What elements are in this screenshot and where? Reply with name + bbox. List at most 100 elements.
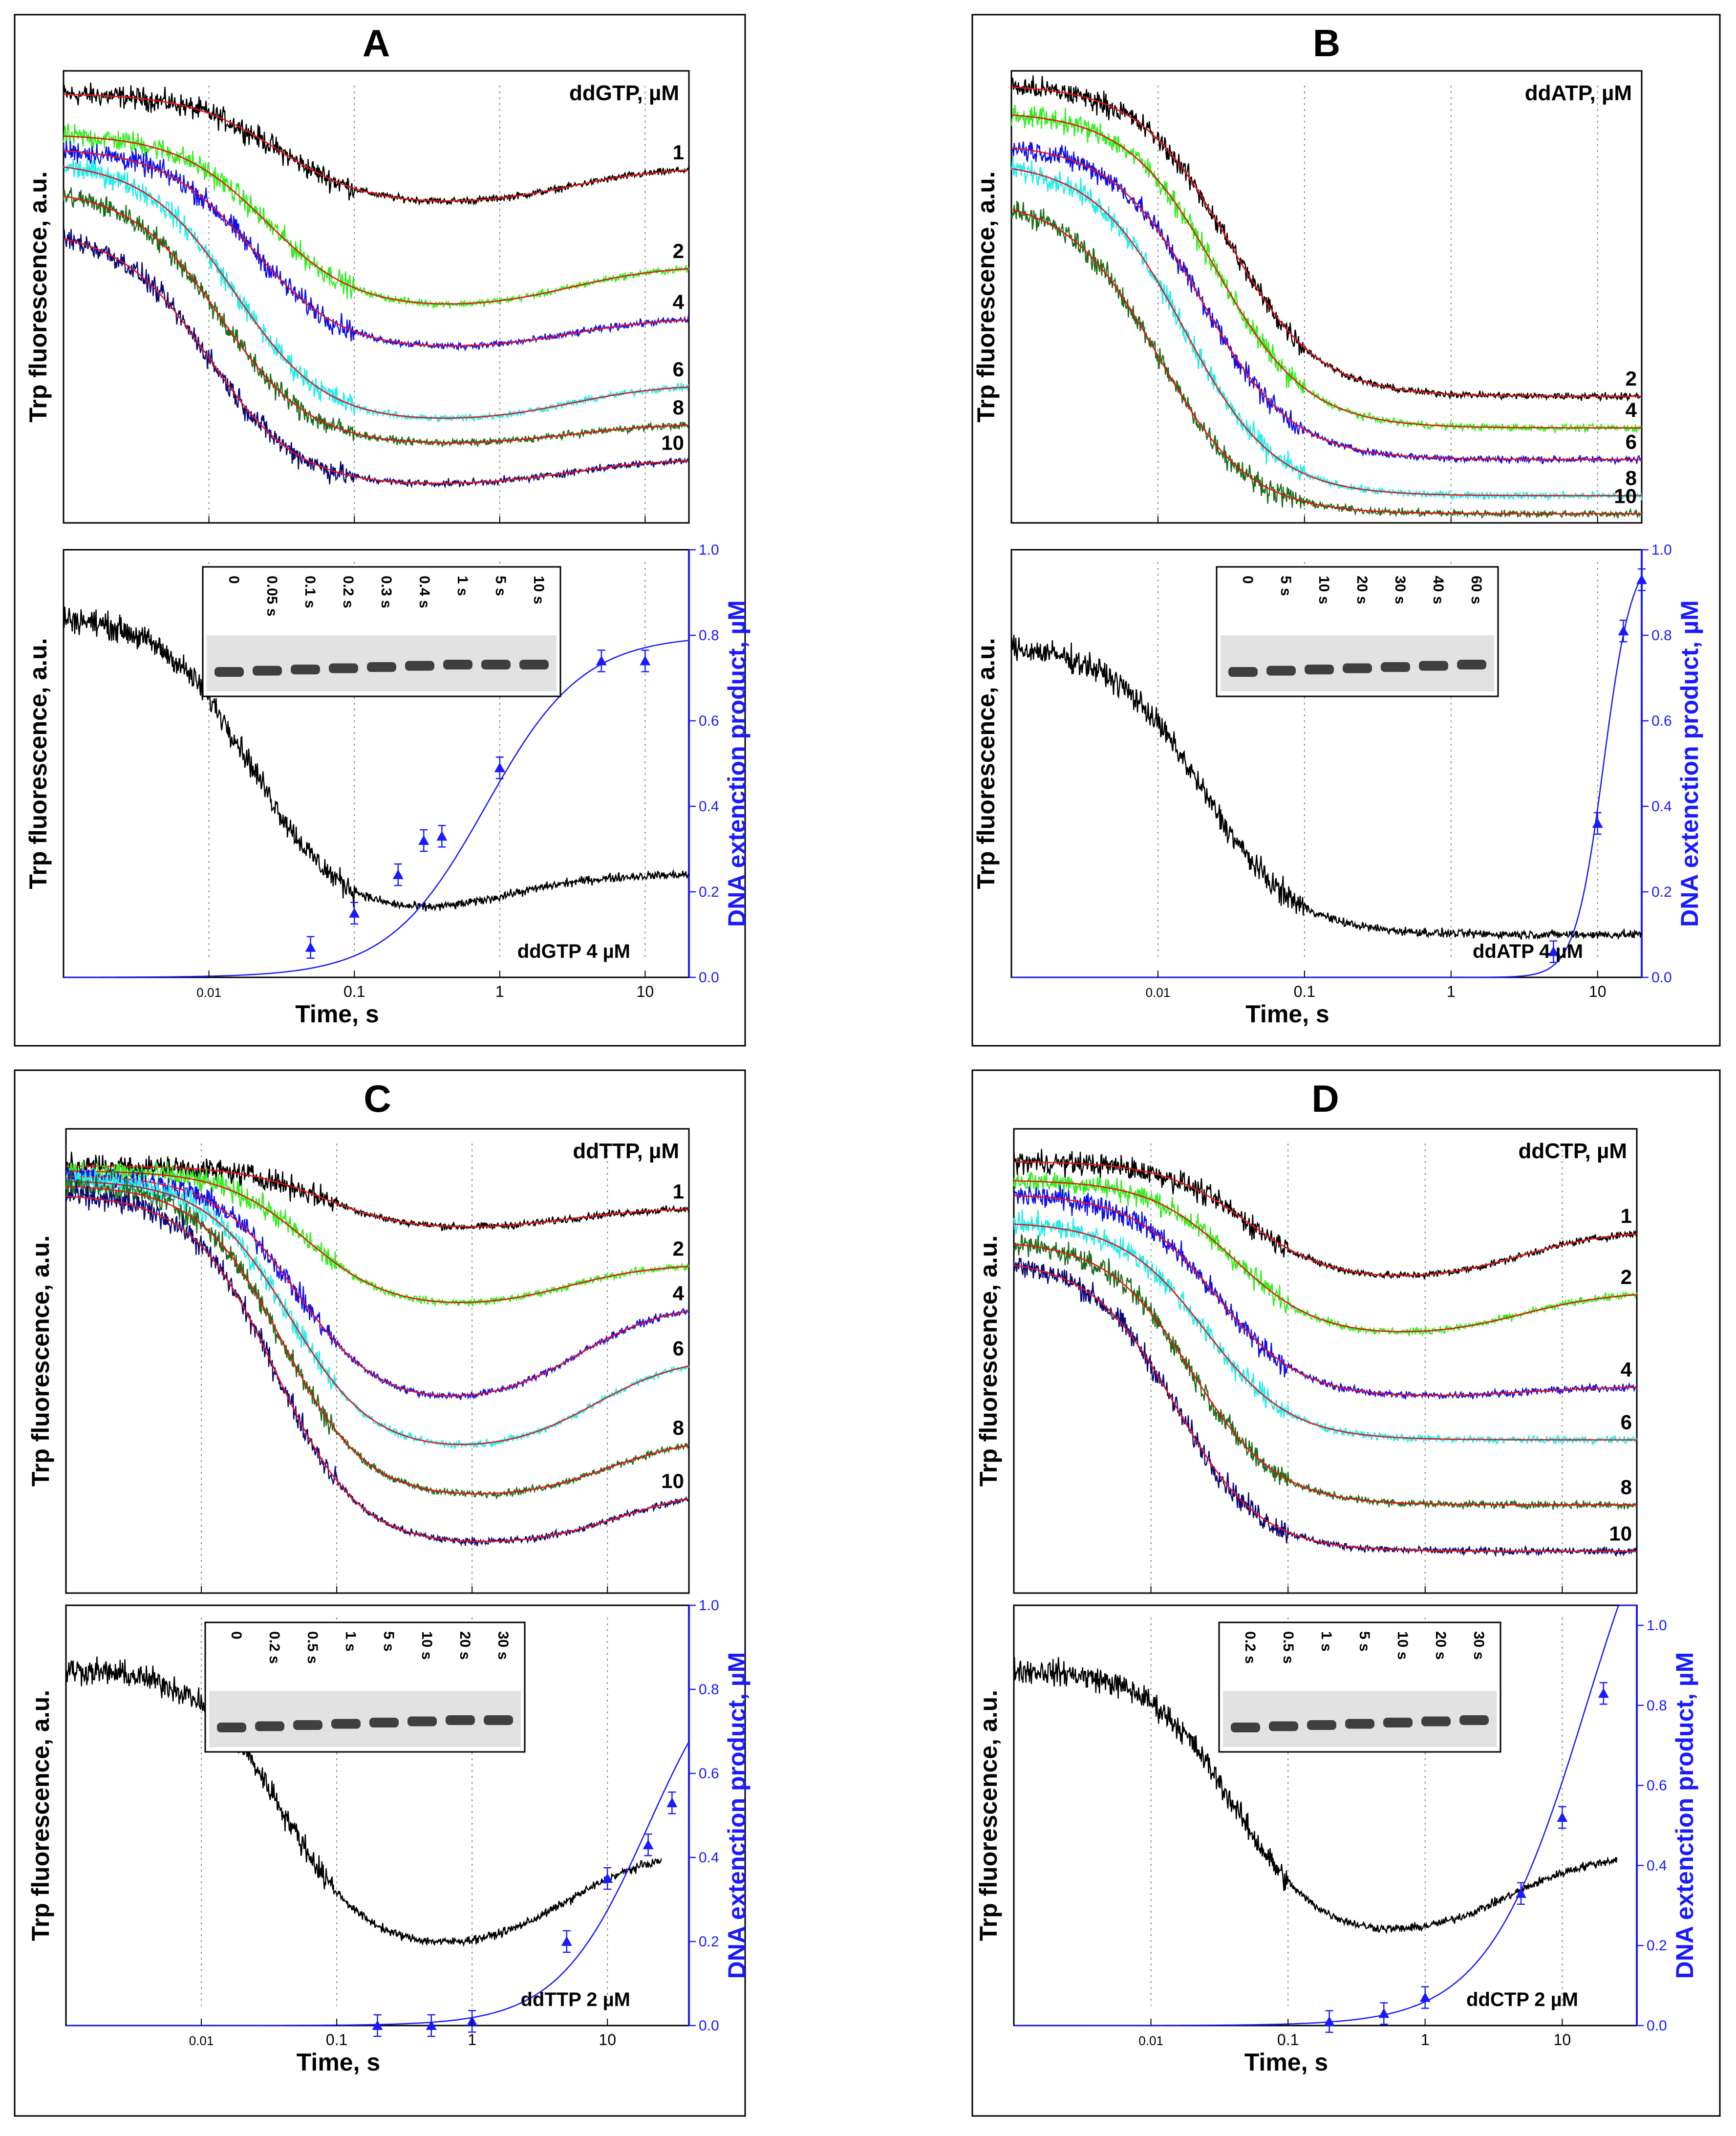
- gel-lane-label: 0.5 s: [304, 1631, 321, 1664]
- trace-label: ddATP 4 µM: [1473, 941, 1583, 962]
- y-axis-label-trp: Trp fluorescence, a.u.: [24, 638, 52, 889]
- product-point: [596, 655, 607, 666]
- concentration-label: 2: [673, 239, 684, 262]
- trace-4uM: [1010, 105, 1642, 435]
- trace-label: ddCTP 2 µM: [1466, 1989, 1578, 2010]
- product-point: [418, 835, 429, 845]
- panel-frame: [14, 14, 746, 1047]
- x-tick-label: 0.01: [189, 2033, 214, 2048]
- product-point: [602, 1873, 613, 1883]
- gel-band: [1228, 667, 1258, 677]
- panel-frame: [971, 1069, 1721, 2117]
- concentration-label: 4: [1626, 399, 1637, 422]
- product-y-tick-label: 0.6: [699, 713, 719, 729]
- gel-lane-label: 20 s: [1354, 576, 1370, 604]
- gel-lane-label: 10 s: [531, 576, 547, 604]
- y-axis-label-dna: DNA extenction product, µM: [723, 600, 750, 927]
- y-axis-label-dna: DNA extenction product, µM: [723, 1652, 750, 1979]
- trp-trace: [63, 606, 690, 912]
- concentration-label: 10: [1609, 1522, 1632, 1545]
- product-point: [1618, 626, 1629, 636]
- gel-band: [1305, 665, 1334, 674]
- product-y-tick-label: 0.0: [699, 2018, 719, 2034]
- x-tick-label: 1: [495, 983, 504, 1000]
- y-axis-label-trp: Trp fluorescence, a.u.: [975, 1235, 1002, 1487]
- concentration-label: 6: [1621, 1410, 1632, 1433]
- gel-lane-label: 60 s: [1468, 576, 1484, 604]
- product-y-tick-label: 0.6: [1647, 1778, 1667, 1794]
- y-axis-label-dna: DNA extenction product, µM: [1676, 600, 1703, 927]
- fit-curve-8uM: [1013, 1243, 1637, 1506]
- gel-band: [1459, 1715, 1489, 1725]
- gel-lane-label: 0.1 s: [302, 576, 318, 608]
- concentration-label: 4: [673, 1282, 685, 1305]
- trace-label: ddGTP 4 µM: [517, 941, 630, 962]
- y-axis-label-dna: DNA extenction product, µM: [1671, 1652, 1698, 1979]
- fit-curve-1uM: [63, 93, 689, 202]
- gel-band: [1345, 1719, 1374, 1729]
- gel-lane-label: 0: [228, 1631, 244, 1640]
- gel-inset: 0.2 s 0.5 s 1 s 5 s 10 s 20 s 30 s: [1218, 1621, 1501, 1753]
- x-tick-label: 0.1: [1277, 2031, 1299, 2049]
- product-y-tick-label: 0.6: [1651, 713, 1672, 729]
- x-axis-label: Time, s: [1245, 1000, 1329, 1028]
- trace-10uM: [1010, 200, 1642, 519]
- gel-lane-label: 20 s: [457, 1631, 473, 1660]
- concentration-label: 10: [1614, 484, 1637, 507]
- product-fit-curve: [1011, 577, 1643, 978]
- product-point: [372, 2020, 383, 2030]
- product-point: [1636, 574, 1647, 584]
- bottom-plot: 0.0 0.2 0.4 0.6 0.8 1.0 ddATP 4 µM Trp fluoresc…: [972, 542, 1703, 1028]
- concentration-label: 1: [1621, 1204, 1632, 1227]
- fit-curve-6uM: [63, 166, 689, 419]
- product-point: [1324, 2016, 1335, 2026]
- product-y-tick-label: 0.6: [699, 1766, 719, 1782]
- gel-lane-label: 0.2 s: [1242, 1631, 1258, 1664]
- gel-lane-label: 5 s: [493, 576, 509, 596]
- fit-curve-10uM: [65, 1195, 689, 1542]
- concentration-label: 10: [661, 1469, 684, 1492]
- fit-curve-4uM: [1011, 114, 1642, 429]
- concentration-label: 8: [673, 396, 684, 419]
- y-axis-label-trp: Trp fluorescence, a.u.: [27, 1690, 54, 1941]
- gel-band: [1383, 1718, 1413, 1727]
- x-tick-label: 0.1: [326, 2031, 347, 2049]
- gel-lane-label: 40 s: [1430, 576, 1446, 604]
- x-tick-label: 1: [468, 2031, 476, 2049]
- fit-curve-2uM: [1011, 86, 1642, 397]
- gel-band: [367, 662, 396, 672]
- trace-1uM: [63, 82, 690, 206]
- product-y-tick-label: 0.4: [1651, 798, 1672, 815]
- gel-inset: 0 0.05 s 0.1 s 0.2 s 0.3 s 0.4 s 1 s 5 s 10 s: [202, 566, 561, 697]
- concentration-label: 8: [673, 1416, 684, 1439]
- panel-letter: D: [1311, 1077, 1339, 1120]
- concentration-label: 6: [1626, 430, 1637, 453]
- product-y-tick-label: 1.0: [699, 1597, 719, 1614]
- fit-curve-4uM: [63, 150, 689, 347]
- top-plot: 1 2 4 6 8 10 ddTTP, µM Trp fluorescence, a.u.: [27, 1128, 690, 1594]
- product-point: [561, 1936, 572, 1946]
- product-point: [1419, 1992, 1431, 2002]
- product-point: [426, 2020, 437, 2030]
- gel-lane-label: 30 s: [495, 1631, 511, 1660]
- gel-lane-label: 1 s: [454, 576, 471, 596]
- trace-2uM: [1013, 1171, 1638, 1337]
- concentration-label: 2: [673, 1237, 684, 1260]
- fit-curve-6uM: [1011, 147, 1642, 460]
- gel-lane-label: 0.4 s: [416, 576, 432, 608]
- x-tick-label: 0.01: [196, 985, 221, 1000]
- gel-band: [443, 660, 472, 669]
- gel-band: [405, 661, 434, 671]
- gel-band: [331, 1719, 361, 1729]
- fit-curve-2uM: [65, 1170, 689, 1303]
- top-plot: 1 2 4 6 8 10 ddGTP, µM Trp fluorescence, a.u.: [24, 70, 690, 524]
- gel-band: [484, 1715, 513, 1725]
- gel-band: [1269, 1721, 1298, 1731]
- gel-lane-label: 0.2 s: [340, 576, 356, 608]
- product-point: [436, 831, 448, 841]
- product-fit-curve: [64, 640, 689, 978]
- concentration-label: 1: [673, 141, 684, 164]
- concentration-label: 6: [673, 358, 684, 381]
- product-y-tick-label: 0.4: [699, 1850, 719, 1866]
